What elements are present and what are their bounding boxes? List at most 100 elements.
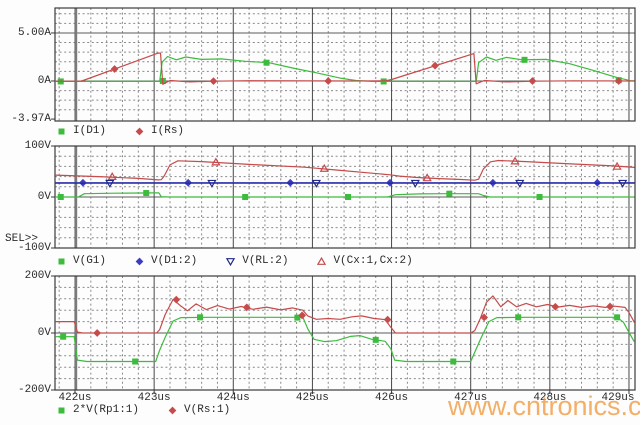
legend-marker-square bbox=[58, 258, 65, 265]
trace-marker-diamond bbox=[110, 65, 119, 73]
trace-marker-square bbox=[614, 314, 621, 321]
trace-marker-square bbox=[515, 314, 522, 321]
trace-marker-triangle-up bbox=[612, 161, 622, 170]
trace-marker-triangle-up bbox=[107, 172, 117, 180]
trace-marker-triangle-up bbox=[319, 163, 329, 172]
watermark: www.cntronics.com bbox=[448, 391, 640, 421]
trace-marker-square bbox=[380, 78, 387, 85]
trace-marker-triangle-up bbox=[510, 156, 520, 165]
trace-marker-diamond bbox=[614, 77, 623, 85]
trace-marker-diamond bbox=[324, 77, 333, 85]
y-tick-label: -100V bbox=[17, 242, 51, 254]
trace-marker-diamond bbox=[298, 311, 306, 320]
trace-marker-square bbox=[263, 59, 270, 66]
y-tick-label: 200V bbox=[24, 270, 51, 282]
sel-indicator: SEL>> bbox=[5, 233, 39, 245]
legend-marker-triup bbox=[317, 256, 327, 265]
trace-marker-diamond bbox=[480, 313, 489, 322]
trace-i-rs-[interactable] bbox=[55, 52, 635, 85]
trace-marker-square bbox=[294, 314, 301, 321]
trace-marker-diamond bbox=[431, 61, 439, 70]
trace-marker-diamond bbox=[551, 302, 560, 311]
legend-label: V(G1) bbox=[73, 255, 107, 267]
legend-item-v-rl-2-[interactable]: V(RL:2) bbox=[225, 255, 288, 268]
legend-item-v-rs-1-[interactable]: V(Rs:1) bbox=[167, 404, 230, 417]
trace-v-g1-[interactable] bbox=[55, 192, 635, 198]
legend-label: I(Rs) bbox=[151, 125, 185, 137]
trace-marker-square bbox=[446, 190, 453, 197]
legend-label: V(D1:2) bbox=[151, 255, 198, 267]
trace-marker-diamond bbox=[135, 257, 144, 266]
trace-i-d1-[interactable] bbox=[55, 55, 635, 83]
trace-marker-triangle-down bbox=[226, 258, 236, 267]
trace-marker-diamond bbox=[172, 295, 181, 304]
trace-marker-triangle-down bbox=[515, 179, 525, 188]
trace-marker-square bbox=[536, 193, 543, 200]
trace-marker-square bbox=[57, 193, 64, 200]
trace-marker-square bbox=[58, 258, 65, 265]
y-tick-label: 5.00A bbox=[17, 26, 51, 39]
y-tick-label: 0V bbox=[37, 327, 51, 339]
legend-label: I(D1) bbox=[73, 125, 107, 137]
trace-marker-square bbox=[132, 358, 139, 365]
trace-marker-diamond bbox=[606, 302, 614, 311]
legend-marker-square bbox=[58, 407, 65, 414]
trace-marker-triangle-down bbox=[618, 179, 628, 188]
legend-label: V(Cx:1,Cx:2) bbox=[333, 255, 413, 267]
trace-marker-diamond bbox=[209, 77, 218, 86]
legend-item-v-cx-1-cx-2-[interactable]: V(Cx:1,Cx:2) bbox=[316, 255, 413, 268]
trace-marker-square bbox=[242, 193, 249, 200]
x-tick-label: 427us bbox=[454, 392, 488, 404]
trace-marker-triangle-down bbox=[207, 179, 217, 188]
x-tick-label: 422us bbox=[58, 392, 92, 404]
x-tick-label: 426us bbox=[375, 392, 409, 404]
trace-marker-triangle-down bbox=[410, 179, 420, 188]
legend-marker-tridown bbox=[226, 258, 236, 267]
legend-label: V(RL:2) bbox=[242, 255, 289, 267]
trace-marker-square bbox=[372, 336, 379, 343]
legend-item-i-d1-[interactable]: I(D1) bbox=[56, 125, 106, 138]
y-tick-label: -200V bbox=[17, 384, 51, 396]
plot-output-voltage-plot[interactable] bbox=[51, 275, 636, 391]
trace-marker-triangle-up bbox=[317, 256, 327, 265]
trace-marker-square bbox=[450, 358, 457, 365]
trace-marker-square bbox=[143, 190, 150, 197]
trace-marker-diamond bbox=[528, 77, 537, 85]
plot-current-plot[interactable] bbox=[51, 7, 636, 122]
legend-label: 2*V(Rp1:1) bbox=[73, 404, 140, 416]
legend-marker-square bbox=[58, 128, 65, 135]
legend-item-v-g1-[interactable]: V(G1) bbox=[56, 255, 106, 268]
trace-marker-square bbox=[58, 128, 65, 135]
x-tick-label: 423us bbox=[137, 392, 171, 404]
trace-v-cx-1-cx-2-[interactable] bbox=[55, 159, 635, 181]
legend-item-i-rs-[interactable]: I(Rs) bbox=[134, 125, 184, 138]
trace-marker-square bbox=[60, 333, 67, 340]
trace-v-rs-1-[interactable] bbox=[55, 295, 636, 334]
trace-marker-diamond bbox=[242, 303, 251, 312]
trace-marker-diamond bbox=[383, 315, 392, 324]
trace-marker-diamond bbox=[93, 329, 102, 337]
y-tick-label: 0A bbox=[37, 74, 51, 87]
legend-item-2-v-rp1-1-[interactable]: 2*V(Rp1:1) bbox=[56, 404, 139, 417]
trace-marker-square bbox=[521, 56, 528, 63]
trace-marker-square bbox=[345, 193, 352, 200]
y-tick-label: 100V bbox=[24, 140, 51, 152]
trace-marker-triangle-down bbox=[311, 179, 322, 188]
legend-label: V(Rs:1) bbox=[184, 404, 231, 416]
trace-2-v-rp1-1-[interactable] bbox=[55, 316, 636, 363]
trace-marker-triangle-up bbox=[422, 173, 432, 182]
x-tick-label: 428us bbox=[533, 392, 567, 404]
legend-item-v-d1-2-[interactable]: V(D1:2) bbox=[134, 255, 197, 268]
y-tick-label: 0V bbox=[37, 191, 51, 203]
y-tick-label: -3.97A bbox=[11, 113, 51, 126]
x-tick-label: 424us bbox=[216, 392, 250, 404]
plot-mid-voltage-plot[interactable] bbox=[51, 145, 636, 249]
legend-marker-diamond bbox=[168, 406, 177, 415]
trace-marker-diamond bbox=[168, 406, 177, 415]
x-tick-label: 429us bbox=[601, 392, 635, 404]
trace-marker-triangle-up bbox=[211, 157, 221, 166]
trace-marker-triangle-down bbox=[105, 179, 115, 188]
trace-marker-diamond bbox=[135, 127, 144, 136]
x-tick-label: 425us bbox=[295, 392, 329, 404]
